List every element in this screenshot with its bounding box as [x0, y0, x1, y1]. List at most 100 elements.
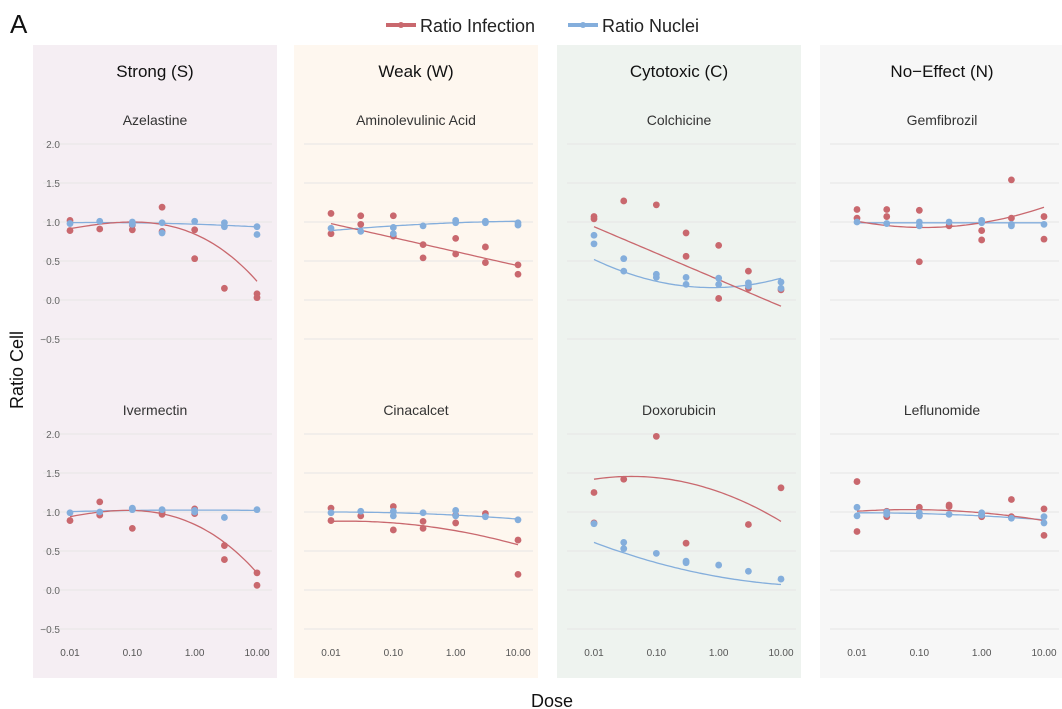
y-tick-label: 0.5 — [46, 257, 60, 268]
drug-title: Leflunomide — [904, 402, 980, 418]
infection-point — [682, 229, 690, 237]
nuclei-point — [945, 510, 953, 518]
y-tick-label: 0.0 — [46, 296, 60, 307]
infection-point — [327, 517, 335, 524]
nuclei-point — [389, 512, 397, 520]
infection-point — [745, 267, 752, 275]
infection-point — [158, 203, 166, 211]
nuclei-point — [883, 220, 891, 227]
nuclei-point — [389, 224, 397, 231]
nuclei-point — [419, 222, 427, 230]
nuclei-point — [978, 219, 986, 227]
nuclei-point — [777, 575, 785, 583]
infection-point — [590, 215, 598, 223]
infection-point — [327, 210, 335, 217]
nuclei-point — [158, 219, 166, 227]
infection-point — [327, 504, 335, 512]
nuclei-point — [915, 512, 923, 520]
drug-title: Colchicine — [647, 112, 712, 128]
infection-point — [915, 258, 923, 266]
infection-point — [158, 510, 166, 518]
x-tick-label: 0.10 — [123, 648, 143, 659]
infection-point — [357, 212, 365, 220]
category-background — [33, 45, 277, 678]
infection-point — [96, 498, 104, 506]
infection-point — [853, 478, 861, 485]
nuclei-point — [853, 512, 861, 520]
infection-point — [978, 236, 986, 244]
x-tick-label: 10.00 — [244, 648, 269, 659]
x-axis-label: Dose — [531, 691, 573, 709]
nuclei-point — [682, 559, 690, 567]
y-tick-label: 1.0 — [46, 218, 60, 229]
x-tick-label: 0.01 — [847, 648, 867, 659]
infection-point — [419, 254, 427, 262]
nuclei-point — [158, 506, 166, 514]
y-tick-label: 0.0 — [46, 586, 60, 597]
x-tick-label: 1.00 — [972, 648, 992, 659]
y-tick-label: 0.5 — [46, 547, 60, 558]
x-tick-label: 1.00 — [185, 648, 205, 659]
infection-point — [945, 503, 953, 510]
infection-point — [1008, 176, 1015, 184]
x-tick-label: 0.10 — [384, 648, 404, 659]
x-tick-label: 0.01 — [584, 648, 604, 659]
infection-point — [514, 536, 522, 544]
drug-title: Ivermectin — [123, 402, 188, 418]
nuclei-point — [1040, 519, 1048, 527]
nuclei-point — [590, 520, 598, 528]
nuclei-point — [745, 567, 752, 575]
y-tick-label: 1.5 — [46, 469, 60, 480]
x-tick-label: 0.01 — [321, 648, 341, 659]
infection-point — [419, 241, 427, 249]
nuclei-point — [327, 224, 335, 232]
infection-point — [715, 295, 723, 302]
infection-point — [357, 512, 365, 520]
y-axis-label: Ratio Cell — [7, 331, 27, 409]
infection-point — [883, 206, 891, 213]
nuclei-point — [128, 506, 136, 514]
infection-point — [652, 432, 660, 440]
y-tick-label: 1.5 — [46, 179, 60, 190]
drug-title: Gemfibrozil — [907, 112, 978, 128]
infection-point — [253, 294, 261, 302]
nuclei-point — [777, 284, 785, 292]
nuclei-point — [620, 267, 628, 275]
infection-point — [915, 206, 923, 214]
nuclei-point — [357, 507, 365, 515]
category-background — [557, 45, 801, 678]
nuclei-point — [715, 561, 723, 569]
drug-title: Azelastine — [123, 112, 188, 128]
category-label: Cytotoxic (C) — [630, 62, 728, 81]
legend-nuclei-label: Ratio Nuclei — [602, 16, 699, 36]
infection-point — [1040, 235, 1048, 243]
infection-point — [514, 571, 522, 578]
nuclei-point — [652, 549, 660, 557]
nuclei-point — [221, 514, 228, 521]
nuclei-point — [327, 509, 335, 517]
nuclei-point — [745, 282, 752, 290]
nuclei-point — [66, 220, 74, 227]
infection-point — [482, 259, 489, 266]
x-tick-label: 0.10 — [910, 648, 930, 659]
infection-point — [715, 242, 723, 249]
data-points — [66, 176, 1048, 589]
x-tick-label: 0.01 — [60, 648, 80, 659]
nuclei-fit-line — [593, 541, 782, 586]
nuclei-point — [389, 230, 397, 238]
legend-infection-marker — [398, 22, 404, 28]
nuclei-point — [715, 274, 723, 282]
y-tick-label: −0.5 — [40, 625, 60, 636]
drug-title: Aminolevulinic Acid — [356, 112, 476, 128]
nuclei-point — [66, 509, 74, 517]
nuclei-point — [853, 503, 861, 511]
text-labels: Strong (S) Weak (W) Cytotoxic (C) No−Effect… — [40, 62, 1057, 659]
nuclei-point — [191, 508, 199, 516]
infection-point — [777, 484, 785, 492]
infection-point — [452, 250, 460, 258]
legend: Ratio Infection Ratio Nuclei — [386, 16, 699, 36]
nuclei-point — [419, 509, 427, 517]
infection-point — [389, 526, 397, 534]
nuclei-point — [253, 223, 261, 231]
infection-point — [682, 539, 690, 547]
